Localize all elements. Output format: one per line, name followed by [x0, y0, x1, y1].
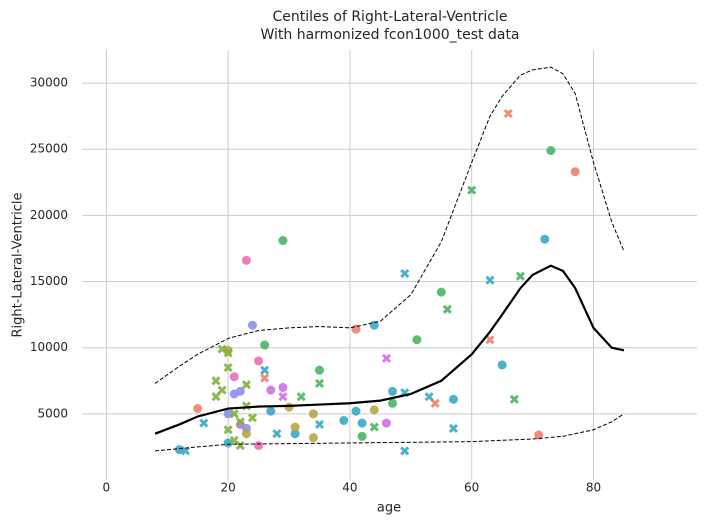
point — [400, 446, 410, 456]
point — [485, 335, 495, 345]
point — [272, 429, 282, 439]
y-axis-label: Right-Lateral-Ventricle — [11, 192, 26, 337]
point — [247, 320, 257, 330]
point — [229, 409, 239, 419]
point — [497, 360, 507, 370]
point — [369, 422, 379, 432]
point — [199, 418, 209, 428]
point — [260, 340, 270, 350]
x-tick-label: 60 — [464, 481, 479, 495]
point — [254, 356, 264, 366]
point — [540, 234, 550, 244]
point — [509, 394, 519, 404]
point — [339, 415, 349, 425]
point — [534, 430, 544, 440]
point — [254, 441, 264, 451]
centile-line-dashed — [155, 413, 625, 452]
centile-line — [154, 264, 625, 435]
chart-title: Centiles of Right-Lateral-Ventricle — [273, 9, 508, 25]
point — [424, 392, 434, 402]
x-tick-label: 80 — [586, 481, 601, 495]
centile-line-dashed — [154, 66, 625, 384]
point — [314, 378, 325, 388]
point — [223, 362, 233, 373]
point — [351, 406, 361, 416]
point — [314, 419, 325, 429]
point — [266, 385, 276, 395]
point — [235, 417, 245, 427]
point — [430, 398, 440, 408]
point — [211, 392, 221, 402]
point — [485, 275, 495, 285]
point — [223, 425, 233, 435]
point — [388, 386, 398, 396]
point — [381, 353, 392, 363]
point — [241, 429, 251, 439]
point — [229, 389, 239, 399]
y-tick-label: 30000 — [30, 76, 68, 90]
point — [247, 413, 258, 423]
point — [290, 429, 300, 439]
point — [223, 438, 233, 448]
point — [296, 392, 306, 402]
x-tick-label: 20 — [220, 481, 235, 495]
x-tick-label: 40 — [342, 481, 357, 495]
chart-subtitle: With harmonized fcon1000_test data — [260, 27, 519, 43]
point — [290, 422, 300, 432]
x-axis-label: age — [377, 501, 401, 516]
point — [241, 380, 251, 390]
point — [241, 255, 251, 265]
point — [217, 385, 227, 395]
y-tick-label: 20000 — [30, 208, 68, 222]
point — [278, 236, 288, 246]
point — [369, 405, 379, 415]
point — [515, 271, 525, 281]
point — [381, 418, 391, 428]
point — [229, 372, 239, 382]
point — [260, 365, 270, 375]
point — [314, 365, 324, 375]
x-tick-label: 0 — [103, 481, 111, 495]
point — [308, 433, 318, 443]
y-tick-label: 5000 — [37, 406, 68, 420]
point — [448, 394, 458, 404]
point — [442, 304, 452, 314]
point — [223, 348, 233, 358]
y-tick-label: 25000 — [30, 142, 68, 156]
point — [357, 431, 367, 441]
point — [180, 446, 191, 456]
point — [400, 269, 410, 279]
y-tick-label: 15000 — [30, 274, 68, 288]
point — [211, 376, 221, 386]
point — [266, 406, 276, 416]
point — [260, 373, 270, 383]
point — [412, 335, 422, 345]
point — [278, 392, 288, 402]
point — [357, 418, 367, 428]
point — [467, 185, 477, 195]
point — [570, 167, 580, 177]
point — [174, 445, 184, 455]
point — [278, 382, 288, 392]
point — [235, 441, 245, 451]
point — [193, 404, 203, 414]
point — [388, 398, 398, 408]
point — [284, 402, 294, 412]
point — [448, 423, 458, 433]
point — [503, 108, 513, 119]
point — [308, 409, 318, 419]
y-tick-label: 10000 — [30, 340, 68, 354]
point — [546, 146, 556, 156]
point — [436, 287, 446, 297]
